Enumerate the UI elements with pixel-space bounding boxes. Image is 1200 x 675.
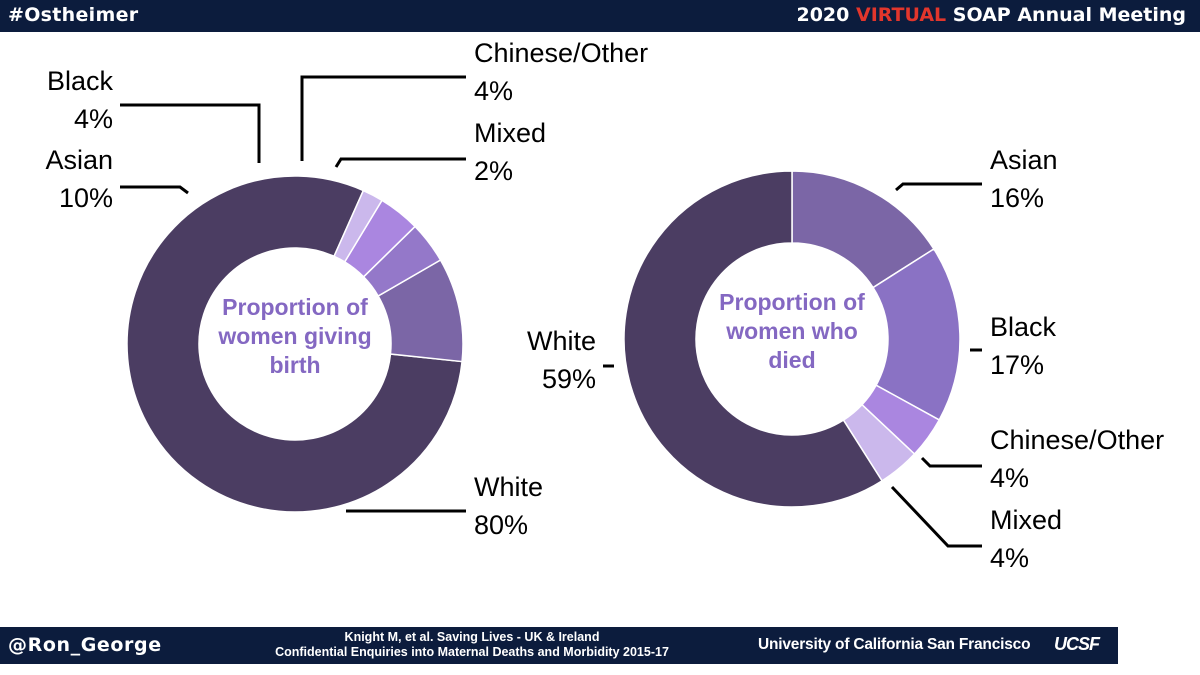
footer-bar: @Ron_George Knight M, et al. Saving Live… xyxy=(0,627,1118,664)
twitter-handle: @Ron_George xyxy=(8,634,162,656)
category-label-black: Black xyxy=(47,66,114,96)
category-label-white: White xyxy=(474,472,543,502)
center-label-line-1: Proportion of xyxy=(222,294,368,320)
meeting-virtual: VIRTUAL xyxy=(855,4,947,26)
donut-chart-2: Asian 16% Black 17% Chinese/Other 4% Mixed 4% Wh… xyxy=(527,145,1164,573)
value-label-white: 80% xyxy=(474,510,528,540)
value-label-mixed: 4% xyxy=(990,543,1029,573)
value-label-asian: 16% xyxy=(990,183,1044,213)
leader-line-asian xyxy=(895,182,982,192)
leader-line-mixed xyxy=(890,485,982,548)
slice-white xyxy=(623,170,884,508)
category-label-asian: Asian xyxy=(990,145,1058,175)
citation-line-2: Confidential Enquiries into Maternal Dea… xyxy=(275,645,669,659)
donut-chart-1: White 80% Asian 10% Black 4% Chinese/Other 4% Mi… xyxy=(45,38,648,540)
value-label-chinese-other: 4% xyxy=(990,463,1029,493)
ucsf-logo: UCSF xyxy=(1054,634,1100,654)
category-label-chinese-other: Chinese/Other xyxy=(990,425,1164,455)
center-label-line-2: women giving xyxy=(217,323,371,349)
center-label-line-3: died xyxy=(768,347,815,373)
center-label-line-2: women who xyxy=(725,318,858,344)
value-label-mixed: 2% xyxy=(474,156,513,186)
value-label-black: 17% xyxy=(990,350,1044,380)
value-label-black: 4% xyxy=(74,104,113,134)
citation: Knight M, et al. Saving Lives - UK & Ire… xyxy=(222,630,722,660)
category-label-mixed: Mixed xyxy=(474,118,546,148)
category-label-white: White xyxy=(527,326,596,356)
value-label-chinese-other: 4% xyxy=(474,76,513,106)
value-label-white: 59% xyxy=(542,364,596,394)
leader-line-black xyxy=(120,103,261,163)
meeting-year: 2020 xyxy=(796,4,850,26)
hashtag-label: #Ostheimer xyxy=(8,4,139,26)
leader-line-asian xyxy=(120,185,189,195)
meeting-name: SOAP Annual Meeting xyxy=(952,4,1186,26)
leader-line-chinese-other xyxy=(300,75,466,161)
value-label-asian: 10% xyxy=(59,183,113,213)
center-label-line-1: Proportion of xyxy=(719,289,865,315)
citation-line-1: Knight M, et al. Saving Lives - UK & Ire… xyxy=(344,630,600,644)
slice-white xyxy=(126,175,463,513)
slice-mixed xyxy=(333,189,384,263)
category-label-chinese-other: Chinese/Other xyxy=(474,38,648,68)
category-label-black: Black xyxy=(990,312,1057,342)
meeting-title: 2020 VIRTUAL SOAP Annual Meeting xyxy=(796,4,1186,26)
category-label-mixed: Mixed xyxy=(990,505,1062,535)
header-bar: #Ostheimer 2020 VIRTUAL SOAP Annual Meet… xyxy=(0,0,1200,32)
university-name: University of California San Francisco xyxy=(758,636,1031,653)
leader-line-chinese-other xyxy=(920,456,982,468)
leader-line-mixed xyxy=(334,157,466,168)
center-label-line-3: birth xyxy=(269,352,320,378)
category-label-asian: Asian xyxy=(45,145,113,175)
